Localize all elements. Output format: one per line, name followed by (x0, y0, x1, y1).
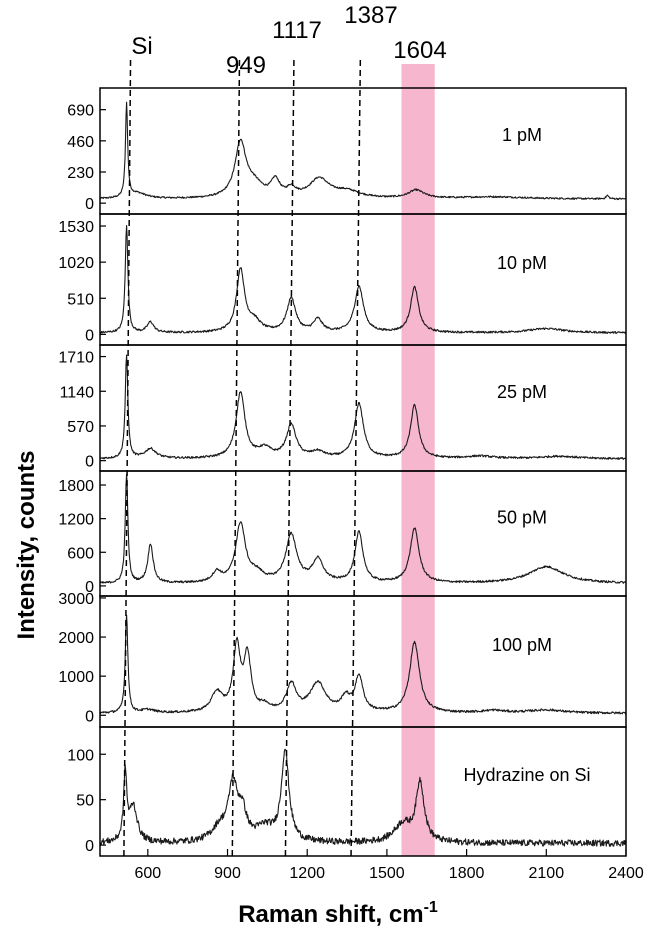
spectrum-line-panel-6 (99, 748, 627, 847)
highlight-band-1604 (401, 64, 435, 856)
x-tick-label: 1200 (289, 865, 325, 882)
y-axis-title: Intensity, counts (13, 451, 40, 640)
y-tick-label-panel-5: 0 (85, 708, 94, 725)
x-axis-title: Raman shift, cm-1 (238, 899, 438, 928)
y-tick-label-panel-4: 1200 (58, 512, 94, 529)
x-tick-label: 600 (134, 865, 161, 882)
x-axis-title-superscript: -1 (424, 899, 438, 916)
y-tick-label-panel-5: 2000 (58, 630, 94, 647)
y-tick-label-panel-1: 690 (67, 103, 94, 120)
spectra-layer (99, 101, 627, 847)
y-tick-label-panel-5: 1000 (58, 669, 94, 686)
y-tick-label-panel-3: 1710 (58, 350, 94, 367)
y-tick-label-panel-2: 510 (67, 291, 94, 308)
y-tick-label-panel-3: 570 (67, 419, 94, 436)
panel-frames-layer (99, 87, 627, 857)
peak-label-1117: 1117 (272, 17, 322, 44)
spectrum-line-panel-4 (99, 473, 627, 584)
spectrum-line-panel-2 (99, 225, 627, 335)
guide-line-1117 (284, 59, 295, 857)
panel-label-1: 1 pM (502, 125, 542, 145)
labels-layer: 0 230 460 690 1 pM 0 510 1020 1530 10 pM 0 570 1140 1… (58, 2, 643, 882)
panel-frame-1 (99, 87, 627, 215)
x-tick-label: 2400 (608, 865, 644, 882)
guide-line-949 (231, 59, 241, 857)
y-tick-label-panel-4: 0 (85, 579, 94, 596)
y-tick-label-panel-2: 1530 (58, 219, 94, 236)
panel-frame-6 (99, 726, 627, 857)
panel-frame-5 (99, 595, 627, 728)
panel-frame-2 (99, 213, 627, 346)
panel-label-2: 10 pM (497, 253, 547, 273)
y-tick-label-panel-4: 600 (67, 545, 94, 562)
peak-label-1604: 1604 (393, 37, 446, 64)
panel-label-5: 100 pM (492, 635, 552, 655)
y-tick-label-panel-6: 100 (67, 747, 94, 764)
guide-lines-layer (123, 59, 362, 857)
x-tick-label: 1500 (369, 865, 405, 882)
guide-line-1387 (350, 59, 362, 857)
panel-frame-3 (99, 344, 627, 472)
y-tick-label-panel-1: 230 (67, 165, 94, 182)
peak-label-1387: 1387 (344, 2, 397, 29)
peak-label-Si: Si (131, 33, 152, 60)
y-tick-label-panel-1: 460 (67, 134, 94, 151)
peak-label-949: 949 (226, 52, 266, 79)
spectrum-line-panel-1 (99, 101, 627, 201)
panel-frame-4 (99, 470, 627, 597)
panel-label-4: 50 pM (497, 508, 547, 528)
spectrum-line-panel-3 (99, 354, 627, 460)
spectrum-line-panel-5 (99, 614, 627, 715)
y-tick-label-panel-6: 50 (76, 793, 94, 810)
x-axis-title-text: Raman shift, cm (238, 901, 423, 928)
y-tick-label-panel-3: 0 (85, 454, 94, 471)
x-tick-label: 1800 (449, 865, 485, 882)
panel-label-3: 25 pM (497, 382, 547, 402)
y-tick-label-panel-2: 0 (85, 327, 94, 344)
guide-line-Si (123, 59, 132, 857)
x-tick-label: 2100 (529, 865, 565, 882)
y-tick-label-panel-2: 1020 (58, 255, 94, 272)
y-tick-label-panel-4: 1800 (58, 478, 94, 495)
panel-label-6: Hydrazine on Si (463, 765, 590, 785)
y-tick-label-panel-6: 0 (85, 838, 94, 855)
y-tick-label-panel-5: 3000 (58, 591, 94, 608)
y-tick-label-panel-3: 1140 (60, 384, 95, 401)
y-tick-label-panel-1: 0 (85, 196, 94, 213)
highlight-band-layer (401, 64, 435, 856)
x-tick-label: 900 (214, 865, 241, 882)
